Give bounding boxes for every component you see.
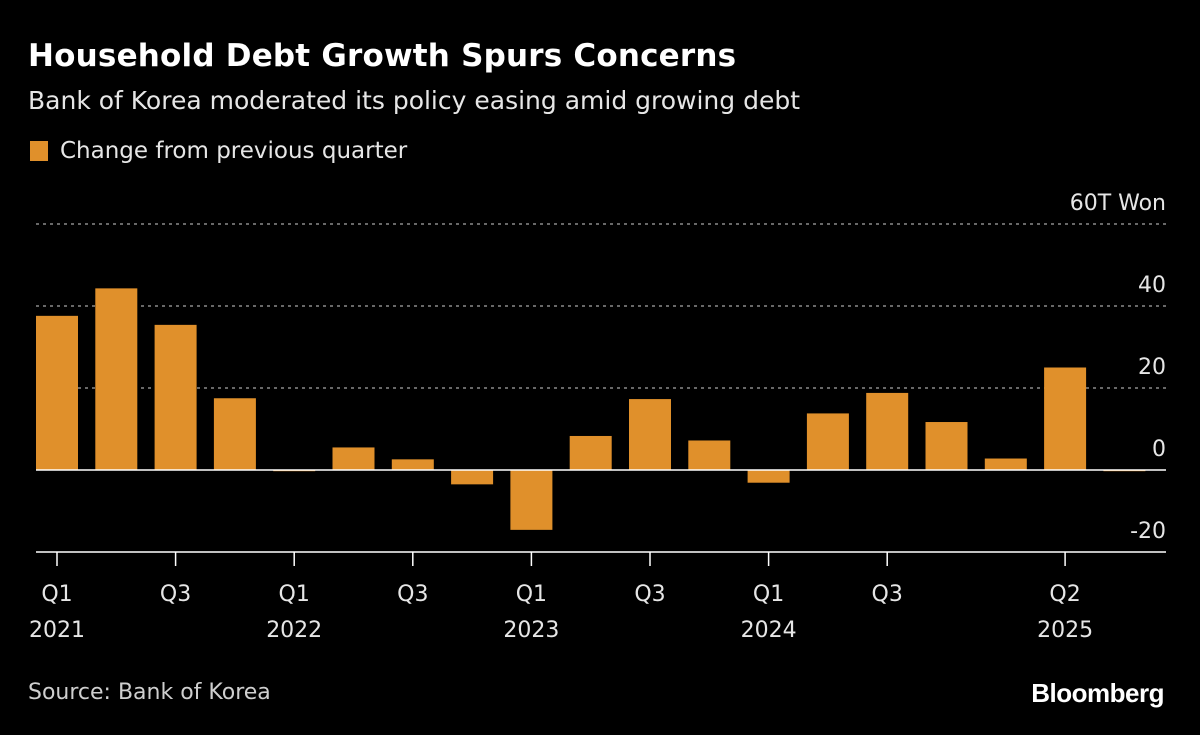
x-tick-year-label: 2021	[29, 618, 85, 643]
bar-q2-2021	[95, 288, 138, 470]
x-tick-label: Q3	[397, 582, 428, 607]
legend-label: Change from previous quarter	[60, 138, 408, 164]
bar-q3-2024	[866, 392, 909, 470]
bar-q1-2023	[510, 470, 553, 530]
x-tick-year-label: 2025	[1037, 618, 1093, 643]
x-tick-label: Q3	[160, 582, 191, 607]
y-tick-label: 40	[1138, 273, 1166, 298]
bar-q2-2025	[1044, 367, 1087, 470]
x-tick-label: Q1	[753, 582, 784, 607]
x-tick-year-label: 2022	[266, 618, 322, 643]
chart-subtitle: Bank of Korea moderated its policy easin…	[28, 86, 800, 115]
bar-q2-2022	[332, 447, 375, 470]
legend-swatch	[30, 141, 48, 161]
source-note: Source: Bank of Korea	[28, 680, 271, 705]
y-tick-label: 60T Won	[1070, 191, 1166, 216]
bar-q4-2022	[451, 470, 494, 485]
bar-q4-2024	[925, 422, 968, 470]
bar-q4-2023	[688, 440, 731, 470]
chart-title: Household Debt Growth Spurs Concerns	[28, 38, 737, 74]
bar-q1-2021	[36, 315, 78, 470]
bar-q1-2025	[984, 458, 1027, 470]
x-tick-label: Q1	[41, 582, 72, 607]
x-tick-label: Q1	[279, 582, 310, 607]
x-tick-label: Q3	[634, 582, 665, 607]
bar-q3-2023	[629, 399, 671, 470]
bar-q3-2021	[154, 324, 197, 470]
x-tick-label: Q3	[872, 582, 903, 607]
x-tick-label: Q1	[516, 582, 547, 607]
x-tick-year-label: 2023	[503, 618, 559, 643]
bar-q2-2023	[569, 435, 612, 470]
bloomberg-logo: Bloomberg	[1031, 678, 1164, 708]
chart-legend: Change from previous quarter	[30, 138, 407, 164]
x-tick-year-label: 2024	[741, 618, 797, 643]
x-tick-label: Q2	[1049, 582, 1080, 607]
bar-q3-2022	[391, 459, 434, 470]
y-tick-label: 20	[1138, 355, 1166, 380]
y-tick-label: 0	[1152, 437, 1166, 462]
bar-q1-2024	[747, 470, 790, 483]
bar-q4-2021	[213, 398, 256, 470]
bar-q2-2024	[806, 413, 849, 470]
y-tick-label: -20	[1130, 519, 1166, 544]
